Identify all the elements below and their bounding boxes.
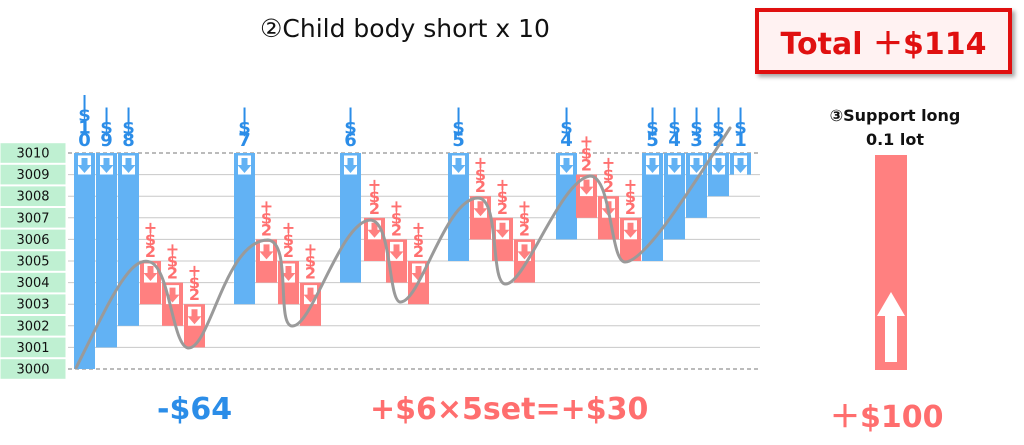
price-label: 3005 [16,255,49,270]
scalp-label: 2 [413,242,424,261]
short-label: 7 [238,130,251,151]
scalp-gain-result: +$6×5set=+$30 [370,392,648,427]
short-label: 5 [452,130,465,151]
short-position-bar [234,153,255,304]
price-label: 3006 [16,233,49,248]
short-label: 1 [734,130,747,151]
short-label: 4 [668,130,681,151]
scalp-label: 2 [369,199,380,218]
short-position-bar [96,153,117,347]
price-label: 3001 [16,341,49,356]
price-label: 3010 [16,147,49,162]
short-label: 8 [122,130,135,151]
price-label: 3004 [16,276,49,291]
support-gain-result: ＋$100 [830,392,944,436]
scalp-label: 2 [475,177,486,196]
scalp-label: 2 [305,264,316,283]
price-label: 3000 [16,363,49,378]
scalp-label: 2 [283,242,294,261]
price-label: 3003 [16,298,49,313]
scalp-label: 2 [391,220,402,239]
short-label: 0 [78,130,91,151]
price-label: 3007 [16,211,49,226]
scalp-label: 2 [261,220,272,239]
short-label: 5 [646,130,659,151]
price-label: 3009 [16,168,49,183]
short-loss-result: -$64 [157,392,232,427]
price-label: 3008 [16,190,49,205]
short-label: 9 [100,130,113,151]
scalp-label: 2 [497,199,508,218]
scalp-label: 2 [625,199,636,218]
scalp-label: 2 [519,220,530,239]
price-label: 3002 [16,319,49,334]
short-position-bar [118,153,139,326]
scalp-label: 2 [581,156,592,175]
short-label: 4 [560,130,573,151]
scalp-label: 2 [167,264,178,283]
scalp-label: 2 [145,242,156,261]
short-label: 6 [344,130,357,151]
short-label: 3 [690,130,703,151]
scalp-label: 2 [189,285,200,304]
